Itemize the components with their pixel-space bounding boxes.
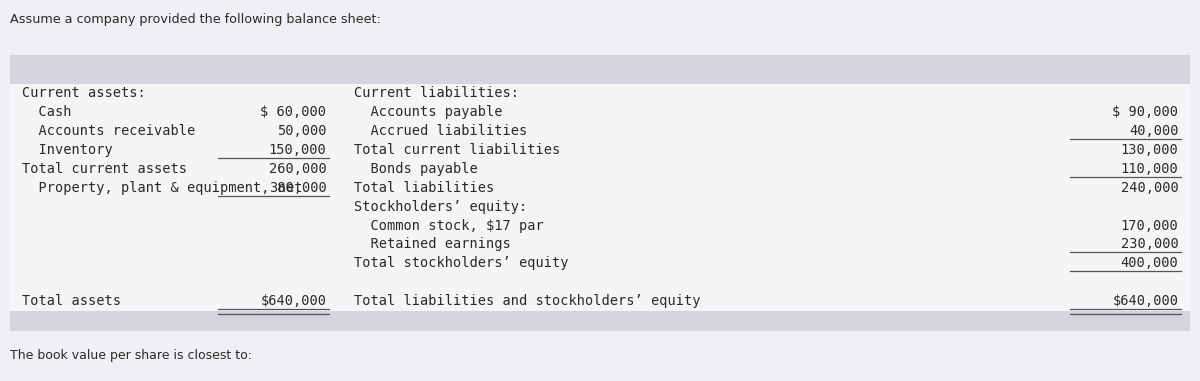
Text: 110,000: 110,000 [1121,162,1178,176]
Text: Total stockholders’ equity: Total stockholders’ equity [354,256,569,270]
FancyBboxPatch shape [10,55,1190,84]
Text: Cash: Cash [22,105,71,119]
Text: Total assets: Total assets [22,294,120,308]
Text: Property, plant & equipment, net: Property, plant & equipment, net [22,181,302,195]
Text: The book value per share is closest to:: The book value per share is closest to: [10,349,252,362]
Text: 400,000: 400,000 [1121,256,1178,270]
Text: Retained earnings: Retained earnings [354,237,511,251]
Text: $640,000: $640,000 [260,294,326,308]
Text: Total liabilities and stockholders’ equity: Total liabilities and stockholders’ equi… [354,294,701,308]
Text: $ 90,000: $ 90,000 [1112,105,1178,119]
Text: 380,000: 380,000 [269,181,326,195]
Text: Total current liabilities: Total current liabilities [354,143,560,157]
Text: 130,000: 130,000 [1121,143,1178,157]
Text: Stockholders’ equity:: Stockholders’ equity: [354,200,527,214]
Text: Total current assets: Total current assets [22,162,187,176]
Text: $ 60,000: $ 60,000 [260,105,326,119]
Text: 260,000: 260,000 [269,162,326,176]
Text: Current assets:: Current assets: [22,86,145,100]
Text: 240,000: 240,000 [1121,181,1178,195]
Text: Total liabilities: Total liabilities [354,181,494,195]
Text: 150,000: 150,000 [269,143,326,157]
Text: 40,000: 40,000 [1129,124,1178,138]
Text: $640,000: $640,000 [1112,294,1178,308]
Text: Current liabilities:: Current liabilities: [354,86,520,100]
FancyBboxPatch shape [10,55,1190,331]
Text: Accounts payable: Accounts payable [354,105,503,119]
Text: Accrued liabilities: Accrued liabilities [354,124,527,138]
Text: Common stock, $17 par: Common stock, $17 par [354,219,544,232]
Text: Inventory: Inventory [22,143,113,157]
Text: 170,000: 170,000 [1121,219,1178,232]
FancyBboxPatch shape [10,311,1190,331]
Text: Assume a company provided the following balance sheet:: Assume a company provided the following … [10,13,380,26]
Text: 50,000: 50,000 [277,124,326,138]
Text: Accounts receivable: Accounts receivable [22,124,194,138]
Text: Bonds payable: Bonds payable [354,162,478,176]
Text: 230,000: 230,000 [1121,237,1178,251]
